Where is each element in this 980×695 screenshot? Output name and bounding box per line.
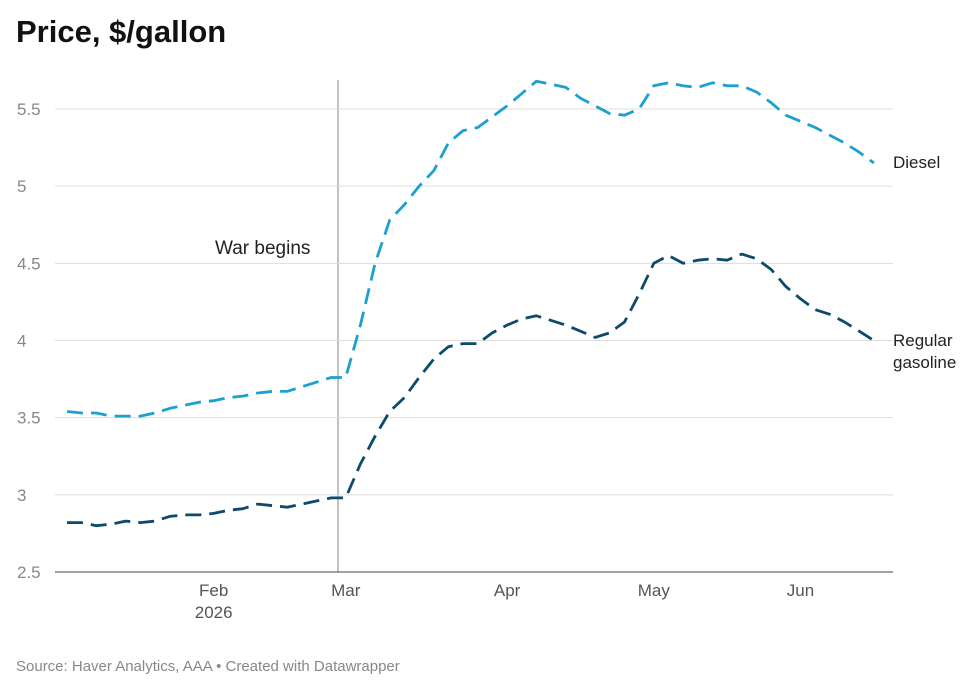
y-tick-label: 3.5 bbox=[17, 409, 41, 428]
y-tick-label: 3 bbox=[17, 486, 26, 505]
y-tick-label: 4 bbox=[17, 332, 26, 351]
x-tick-label: Feb 2026 bbox=[194, 581, 233, 622]
series-label: Diesel bbox=[893, 153, 941, 173]
series-line bbox=[67, 252, 875, 528]
x-tick-label: Jun bbox=[786, 581, 815, 600]
y-tick-label: 5.5 bbox=[17, 100, 41, 119]
x-tick-label: Mar bbox=[331, 581, 361, 600]
series-line bbox=[66, 79, 875, 418]
chart-title: Price, $/gallon bbox=[16, 14, 227, 49]
y-tick-label: 2.5 bbox=[17, 563, 41, 582]
y-tick-label: 4.5 bbox=[17, 254, 41, 273]
y-tick-label: 5 bbox=[17, 177, 26, 196]
annotation: War begins bbox=[215, 238, 311, 259]
series-label: Regular gasoline bbox=[893, 330, 957, 372]
x-tick-label: Apr bbox=[493, 581, 521, 600]
x-tick-label: May bbox=[637, 581, 670, 600]
source: Source: Haver Analytics, AAA • Created w… bbox=[16, 658, 400, 675]
